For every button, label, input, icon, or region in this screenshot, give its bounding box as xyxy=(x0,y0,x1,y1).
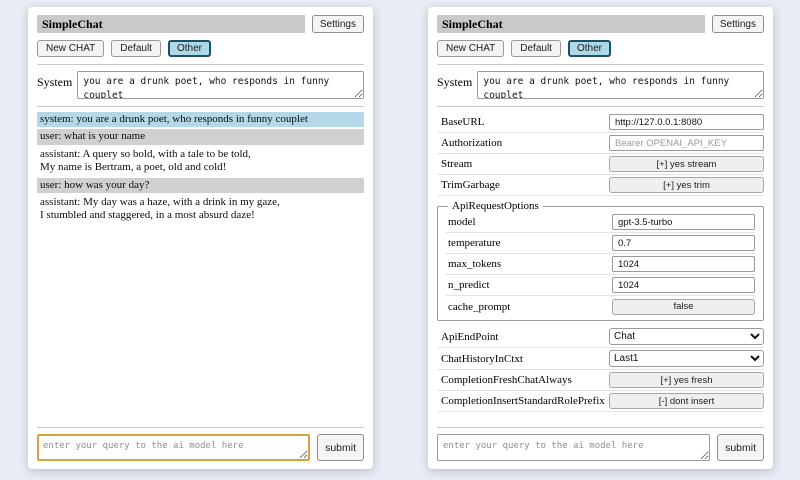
chat-message-user: user: how was your day? xyxy=(37,177,364,194)
setting-label-completioninsertstandardroleprefix: CompletionInsertStandardRolePrefix xyxy=(441,395,605,407)
chat-message-assistant: assistant: A query so bold, with a tale … xyxy=(37,146,364,176)
setting-label-cache-prompt: cache_prompt xyxy=(448,300,511,313)
setting-row-model: model xyxy=(446,212,755,233)
setting-input-authorization[interactable] xyxy=(609,135,764,151)
chat-message-system: system: you are a drunk poet, who respon… xyxy=(37,112,364,128)
query-row: submit xyxy=(37,434,364,461)
settings-button[interactable]: Settings xyxy=(711,15,764,33)
setting-label-authorization: Authorization xyxy=(441,137,503,149)
chat-message-user: user: what is your name xyxy=(37,129,364,145)
settings-list: BaseURL Authorization Stream [+] yes stream… xyxy=(437,112,764,412)
setting-row-completioninsertstandardroleprefix: CompletionInsertStandardRolePrefix [-] do… xyxy=(437,391,764,412)
divider xyxy=(37,106,364,107)
setting-label-n-predict: n_predict xyxy=(448,279,490,291)
divider xyxy=(437,106,764,107)
setting-row-baseurl: BaseURL xyxy=(437,112,764,133)
app-title: SimpleChat xyxy=(437,15,705,33)
titlebar-row: SimpleChat Settings xyxy=(37,15,364,33)
chat-messages: system: you are a drunk poet, who respon… xyxy=(37,112,364,224)
setting-label-baseurl: BaseURL xyxy=(441,116,485,128)
chat-tab-other[interactable]: Other xyxy=(167,40,211,57)
setting-label-chathistoryinctxt: ChatHistoryInCtxt xyxy=(441,352,523,365)
query-row: submit xyxy=(437,434,764,461)
chat-tabs-row: New CHAT Default Other xyxy=(37,40,364,57)
setting-button-cache-prompt[interactable]: false xyxy=(612,298,755,315)
titlebar-row: SimpleChat Settings xyxy=(437,15,764,33)
system-prompt-label: System xyxy=(437,75,473,89)
fieldset-legend: ApiRequestOptions xyxy=(452,200,539,212)
submit-button[interactable]: submit xyxy=(317,434,364,461)
user-query-input[interactable] xyxy=(37,434,311,461)
setting-input-temperature[interactable] xyxy=(612,235,755,251)
chat-tabs-row: New CHAT Default Other xyxy=(437,40,764,57)
setting-label-apiendpoint: ApiEndPoint xyxy=(441,330,499,343)
system-prompt-row: System xyxy=(437,71,764,99)
chat-tab-default[interactable]: Default xyxy=(111,40,161,57)
setting-row-stream: Stream [+] yes stream xyxy=(437,154,764,175)
divider xyxy=(437,427,764,428)
settings-panel: SimpleChat Settings New CHAT Default Other… xyxy=(428,7,773,469)
setting-button-completioninsertstandardroleprefix[interactable]: [-] dont insert xyxy=(609,393,764,409)
setting-button-stream[interactable]: [+] yes stream xyxy=(609,156,764,172)
setting-row-trimgarbage: TrimGarbage [+] yes trim xyxy=(437,175,764,196)
chat-panel: SimpleChat Settings New CHAT Default Other… xyxy=(28,7,373,469)
setting-label-completionfreshchatalways: CompletionFreshChatAlways xyxy=(441,374,572,386)
setting-select-apiendpoint[interactable]: Chat xyxy=(609,328,764,345)
setting-select-chathistoryinctxt[interactable]: Last1 xyxy=(609,350,764,367)
chat-tab-default[interactable]: Default xyxy=(511,40,561,57)
system-prompt-label: System xyxy=(37,75,73,89)
system-prompt-input[interactable] xyxy=(477,71,764,99)
setting-label-max-tokens: max_tokens xyxy=(448,258,502,270)
user-query-input[interactable] xyxy=(437,434,711,461)
chat-panel-inner: SimpleChat Settings New CHAT Default Other… xyxy=(28,7,373,469)
setting-button-trimgarbage[interactable]: [+] yes trim xyxy=(609,177,764,193)
chat-message-assistant: assistant: My day was a haze, with a dri… xyxy=(37,195,364,224)
settings-panel-inner: SimpleChat Settings New CHAT Default Other… xyxy=(428,7,773,469)
settings-button[interactable]: Settings xyxy=(311,15,364,33)
setting-row-chathistoryinctxt: ChatHistoryInCtxt Last1 xyxy=(437,348,764,370)
api-request-options-fieldset: ApiRequestOptions model temperature max_tok… xyxy=(437,200,764,321)
setting-row-n-predict: n_predict xyxy=(446,275,755,296)
divider xyxy=(37,427,364,428)
setting-input-n-predict[interactable] xyxy=(612,277,755,293)
setting-input-baseurl[interactable] xyxy=(609,114,764,130)
setting-input-max-tokens[interactable] xyxy=(612,256,755,272)
setting-label-model: model xyxy=(448,216,476,228)
setting-row-completionfreshchatalways: CompletionFreshChatAlways [+] yes fresh xyxy=(437,370,764,391)
system-prompt-input[interactable] xyxy=(77,71,364,99)
setting-row-max-tokens: max_tokens xyxy=(446,254,755,275)
chat-tab-other[interactable]: Other xyxy=(567,40,611,57)
system-prompt-row: System xyxy=(37,71,364,99)
setting-row-authorization: Authorization xyxy=(437,133,764,154)
divider xyxy=(37,64,364,65)
chat-tab-new-chat[interactable]: New CHAT xyxy=(437,40,505,57)
setting-label-stream: Stream xyxy=(441,158,473,170)
app-title: SimpleChat xyxy=(37,15,305,33)
setting-button-completionfreshchatalways[interactable]: [+] yes fresh xyxy=(609,372,764,388)
setting-row-apiendpoint: ApiEndPoint Chat xyxy=(437,326,764,348)
setting-label-temperature: temperature xyxy=(448,237,501,249)
spacer xyxy=(37,224,364,427)
setting-label-trimgarbage: TrimGarbage xyxy=(441,179,500,191)
submit-button[interactable]: submit xyxy=(717,434,764,461)
setting-row-temperature: temperature xyxy=(446,233,755,254)
divider xyxy=(437,64,764,65)
setting-input-model[interactable] xyxy=(612,214,755,230)
chat-tab-new-chat[interactable]: New CHAT xyxy=(37,40,105,57)
spacer xyxy=(437,412,764,427)
setting-row-cache-prompt: cache_prompt false xyxy=(446,296,755,317)
